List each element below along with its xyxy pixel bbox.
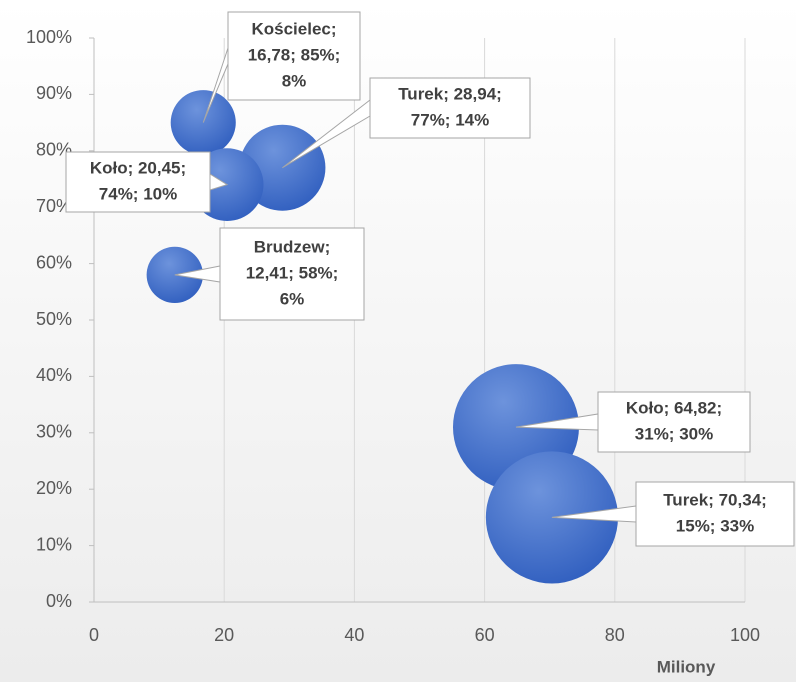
data-label: Turek; 70,34; <box>663 490 767 509</box>
x-tick-label: 60 <box>475 625 495 645</box>
x-tick-label: 100 <box>730 625 760 645</box>
callout-cover <box>67 153 209 211</box>
y-tick-label: 40% <box>36 365 72 385</box>
y-tick-label: 70% <box>36 196 72 216</box>
y-tick-label: 60% <box>36 252 72 272</box>
data-label: 15%; 33% <box>676 516 754 535</box>
callout-cover <box>599 393 749 451</box>
x-tick-label: 0 <box>89 625 99 645</box>
y-tick-label: 10% <box>36 534 72 554</box>
data-label: 74%; 10% <box>99 184 177 203</box>
data-label: Koło; 20,45; <box>90 158 186 177</box>
data-label: 16,78; 85%; <box>248 45 341 64</box>
data-label: 31%; 30% <box>635 424 713 443</box>
data-label: Koło; 64,82; <box>626 398 722 417</box>
data-label: 77%; 14% <box>411 110 489 129</box>
data-label: Turek; 28,94; <box>398 84 502 103</box>
y-tick-label: 90% <box>36 83 72 103</box>
callout-cover <box>371 79 529 137</box>
data-label: 6% <box>280 289 305 308</box>
y-tick-label: 20% <box>36 478 72 498</box>
y-tick-label: 30% <box>36 422 72 442</box>
x-tick-label: 20 <box>214 625 234 645</box>
data-label: 8% <box>282 71 307 90</box>
y-tick-label: 0% <box>46 591 72 611</box>
y-tick-label: 80% <box>36 140 72 160</box>
data-label: 12,41; 58%; <box>246 263 339 282</box>
x-tick-label: 80 <box>605 625 625 645</box>
data-label: Brudzew; <box>254 237 331 256</box>
callout-cover <box>221 229 363 319</box>
x-tick-label: 40 <box>344 625 364 645</box>
callout-cover <box>229 13 359 99</box>
y-tick-label: 100% <box>26 27 72 47</box>
x-axis-label: Miliony <box>657 657 716 676</box>
y-tick-label: 50% <box>36 309 72 329</box>
data-label: Kościelec; <box>251 19 336 38</box>
callout-cover <box>637 483 793 545</box>
